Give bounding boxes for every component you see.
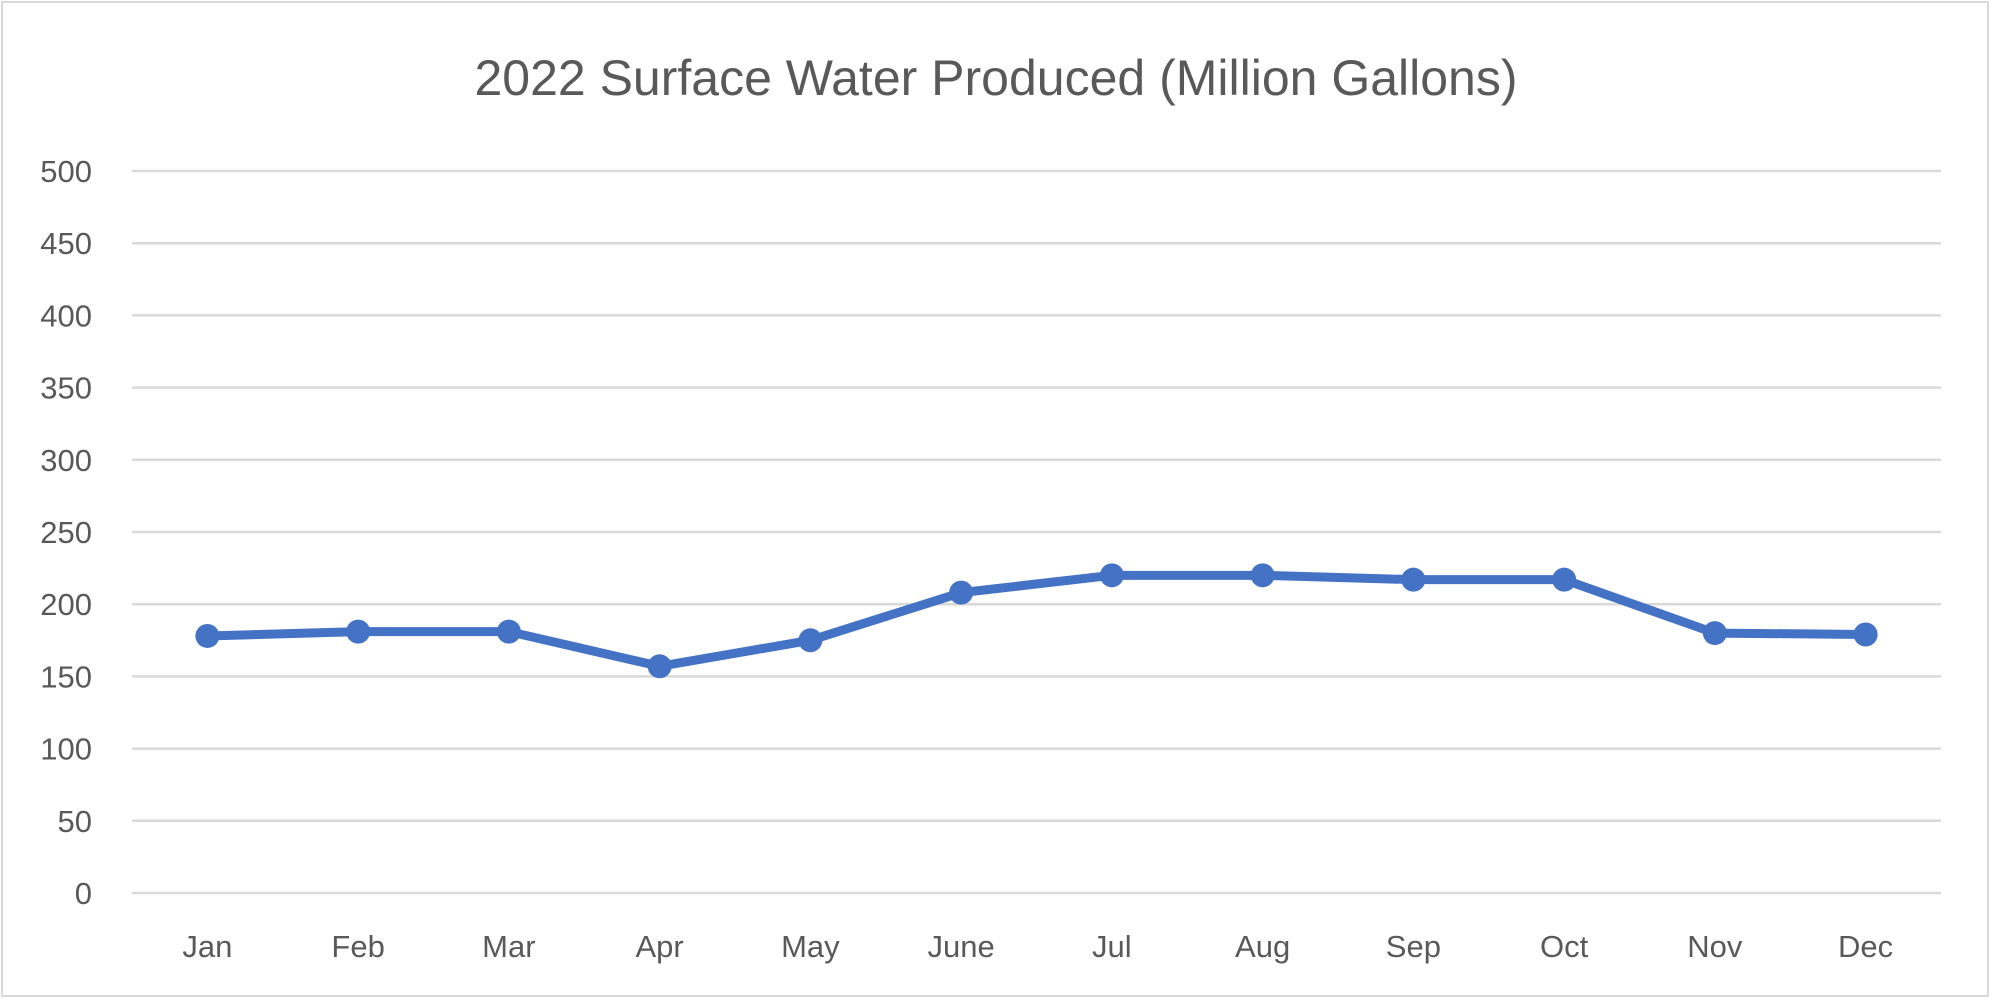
y-tick-label: 0 (75, 876, 92, 911)
y-axis-tick-labels: 0 50 100 150 200 250 300 350 400 450 500 (40, 154, 92, 911)
y-tick-label: 450 (40, 226, 92, 261)
y-tick-label: 150 (40, 659, 92, 694)
x-tick-label: Apr (636, 929, 684, 964)
x-tick-label: Jul (1092, 929, 1132, 964)
x-tick-label: Mar (482, 929, 535, 964)
y-tick-label: 400 (40, 298, 92, 333)
data-point-june (949, 580, 974, 605)
x-tick-label: Feb (331, 929, 384, 964)
data-point-may (798, 628, 823, 653)
gridlines (132, 169, 1941, 895)
y-tick-label: 350 (40, 371, 92, 406)
x-tick-label: Jan (182, 929, 232, 964)
data-point-oct (1552, 567, 1577, 592)
series-line (202, 570, 1871, 671)
data-point-aug (1250, 563, 1275, 588)
y-tick-label: 50 (58, 804, 92, 839)
data-point-nov (1702, 621, 1727, 646)
x-tick-label: May (781, 929, 840, 964)
y-tick-label: 250 (40, 515, 92, 550)
x-tick-label: Oct (1540, 929, 1589, 964)
series-layer (195, 563, 1878, 679)
x-axis-tick-labels: Jan Feb Mar Apr May June Jul Aug Sep Oct Nov Dec (182, 929, 1893, 964)
y-tick-label: 300 (40, 443, 92, 478)
y-tick-label: 200 (40, 587, 92, 622)
data-point-sep (1401, 567, 1426, 592)
data-point-mar (496, 619, 521, 644)
data-point-dec (1853, 622, 1878, 647)
data-point-feb (346, 619, 371, 644)
x-tick-label: Nov (1687, 929, 1743, 964)
y-tick-label: 500 (40, 154, 92, 189)
chart-title: 2022 Surface Water Produced (Million Gal… (474, 50, 1517, 106)
y-tick-label: 100 (40, 732, 92, 767)
data-point-apr (647, 654, 672, 679)
data-point-jul (1099, 563, 1124, 588)
x-tick-label: Aug (1235, 929, 1290, 964)
x-tick-label: Sep (1386, 929, 1441, 964)
data-point-jan (195, 623, 220, 648)
x-tick-label: Dec (1838, 929, 1893, 964)
x-tick-label: June (928, 929, 995, 964)
